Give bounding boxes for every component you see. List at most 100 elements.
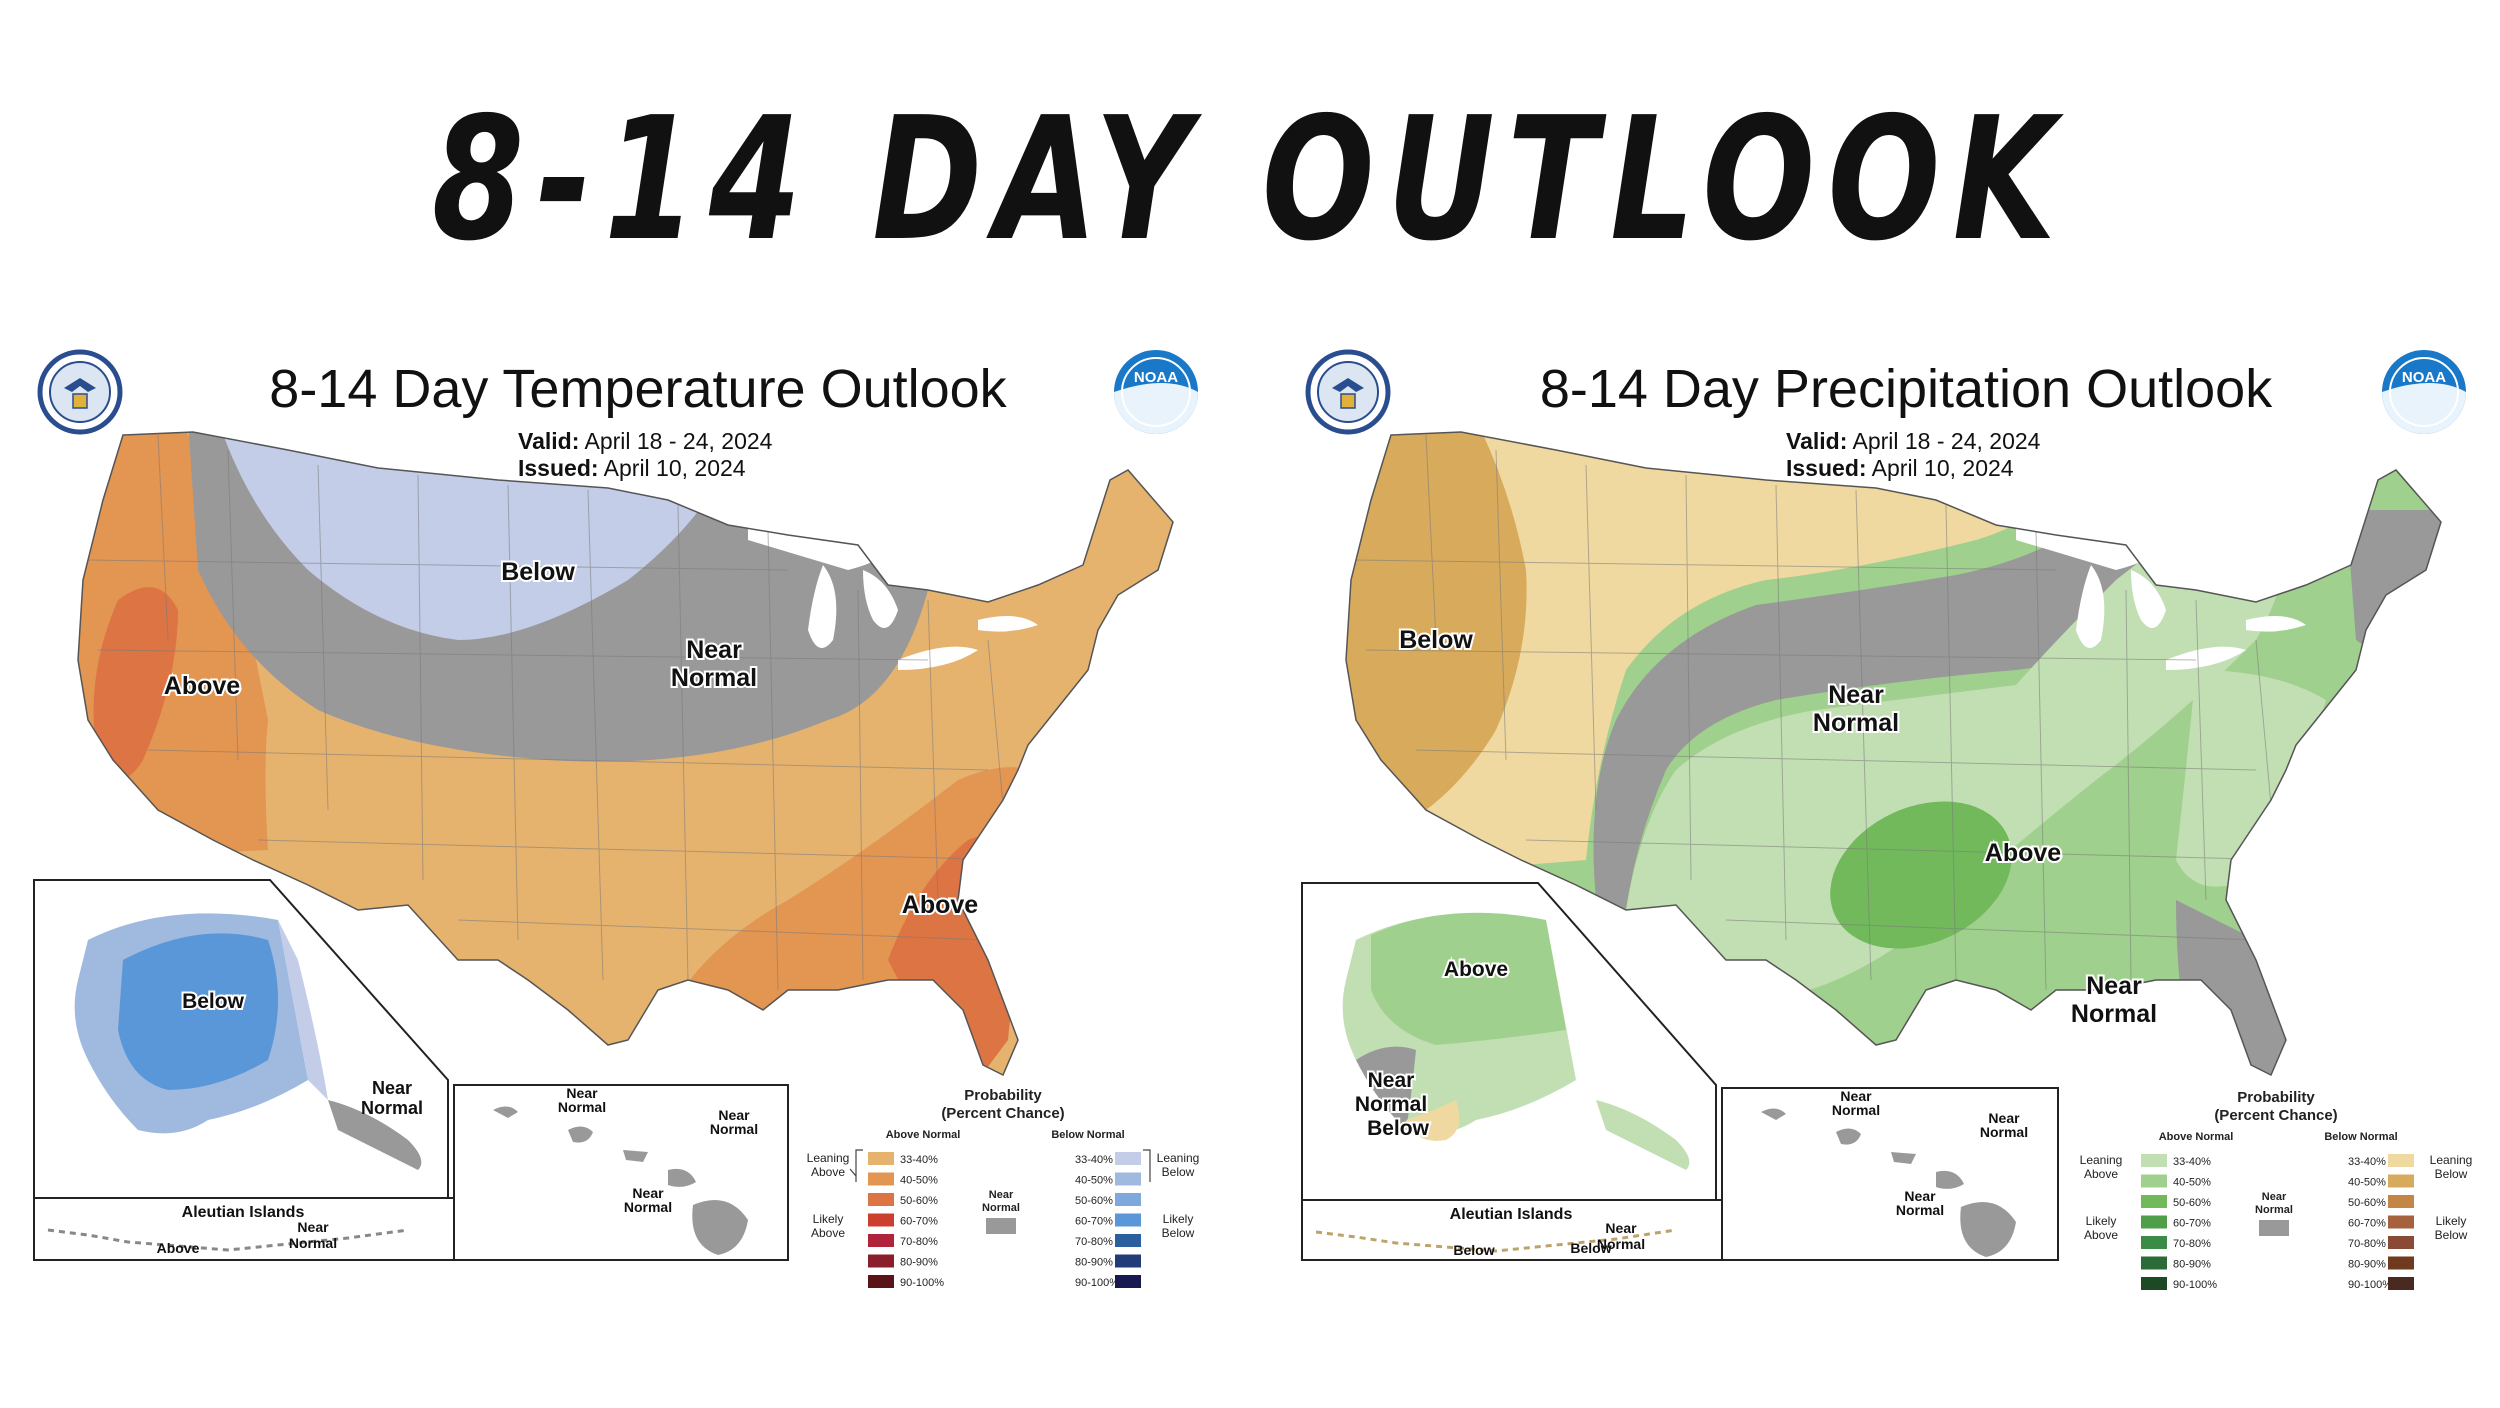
commerce-seal-icon [37,349,123,435]
legend-col-below: Below Normal [2324,1131,2397,1143]
legend-below-swatch [2388,1215,2414,1229]
region-label-near-line1: Near [686,636,742,664]
legend-near-2: Normal [982,1202,1020,1214]
region-label-above-west: Above [164,672,241,700]
legend-leaning-above-2: Above [2084,1167,2118,1181]
temperature-valid-value: April 18 - 24, 2024 [584,428,773,454]
legend-leaning-above-1: Leaning [807,1151,850,1165]
region-label-near-line1: Near [1828,681,1884,709]
legend-above-swatch [868,1152,894,1165]
aleutian-label-near-line2: Normal [289,1235,337,1251]
page-title: 8-14 DAY OUTLOOK [431,81,2069,279]
hawaii-inset: Near Normal Near Normal Near Normal [453,1084,789,1261]
legend-above-swatch [868,1172,894,1186]
legend-below-swatch [1115,1152,1141,1165]
legend-below-swatch [1115,1172,1141,1186]
hawaii-inset: Near Normal Near Normal Near Normal [1721,1087,2059,1261]
alaska-label-below: Below [1367,1117,1430,1140]
legend-above-range: 33-40% [900,1154,938,1166]
precipitation-issued-value: April 10, 2024 [1871,455,2014,481]
legend-below-range: 90-100% [2348,1279,2392,1291]
temperature-valid-dates: Valid: April 18 - 24, 2024 [518,428,772,455]
legend-leaning-below-1: Leaning [2430,1153,2473,1167]
legend-near-swatch [2259,1220,2289,1236]
hawaii-label-near-a-line2: Normal [1832,1102,1880,1118]
legend-above-range: 90-100% [2173,1279,2217,1291]
region-label-above-east: Above [902,891,979,919]
aleutian-label-above: Above [157,1240,200,1256]
legend-above-range: 80-90% [900,1257,938,1269]
region-label-below: Below [1399,626,1473,654]
legend-below-range: 70-80% [1075,1236,1113,1248]
legend-below-range: 90-100% [1075,1277,1119,1289]
alaska-label-near-line1: Near [1368,1069,1415,1092]
aleutian-label-near-line1: Near [1605,1220,1637,1236]
temperature-issued-value: April 10, 2024 [603,455,746,481]
legend-likely-above-1: Likely [2086,1214,2117,1228]
legend-below-swatch [2388,1174,2414,1188]
region-label-near-se-line2: Normal [2071,1000,2157,1028]
probability-legend: Probability (Percent Chance) Above Norma… [807,1087,1200,1289]
precipitation-valid-label: Valid: [1786,428,1848,454]
legend-likely-below-2: Below [1162,1226,1195,1240]
hawaii-label-near-b-line1: Near [1988,1110,2020,1126]
legend-likely-below-1: Likely [2436,1214,2467,1228]
legend-leaning-below-1: Leaning [1157,1151,1200,1165]
temperature-issued-date: Issued: April 10, 2024 [518,455,746,482]
aleutian-label-near-line2: Normal [1597,1236,1645,1252]
legend-above-range: 70-80% [2173,1238,2211,1250]
region-label-near-line2: Normal [1813,709,1899,737]
temperature-issued-label: Issued: [518,455,599,481]
legend-below-range: 60-70% [2348,1218,2386,1230]
legend-below-range: 50-60% [2348,1197,2386,1209]
legend-below-swatch [2388,1256,2414,1270]
legend-below-range: 40-50% [2348,1177,2386,1189]
alaska-label-below: Below [182,990,245,1013]
legend-col-above: Above Normal [2159,1131,2234,1143]
legend-below-range: 33-40% [2348,1156,2386,1168]
precipitation-outlook-panel: NOAA [1296,340,2500,1320]
legend-above-swatch [2141,1236,2167,1249]
hawaii-label-near-c-line1: Near [632,1185,664,1201]
aleutian-inset: Aleutian Islands Near Normal Below Below [1301,1199,1723,1261]
hawaii-label-near-a-line2: Normal [558,1099,606,1115]
legend-below-swatch [2388,1195,2414,1208]
legend-below-range: 60-70% [1075,1216,1113,1228]
hawaii-label-near-c-line2: Normal [1896,1202,1944,1218]
legend-above-range: 70-80% [900,1236,938,1248]
legend-title: Probability [964,1087,1042,1104]
legend-near-1: Near [2262,1191,2287,1203]
legend-near-2: Normal [2255,1204,2293,1216]
noaa-logo-icon: NOAA [2382,350,2466,434]
precipitation-issued-label: Issued: [1786,455,1867,481]
precipitation-valid-value: April 18 - 24, 2024 [1852,428,2041,454]
legend-above-range: 60-70% [2173,1218,2211,1230]
aleutian-label-below-b: Below [1570,1240,1611,1256]
legend-subtitle: (Percent Chance) [941,1105,1064,1122]
legend-above-swatch [868,1213,894,1227]
alaska-label-near-line2: Normal [1355,1093,1427,1116]
legend-below-swatch [1115,1275,1141,1288]
legend-leaning-above-2: Above [811,1165,845,1179]
temperature-outlook-panel: NOAA [28,340,1258,1320]
temperature-map: NOAA [33,349,1200,1289]
legend-above-range: 80-90% [2173,1259,2211,1271]
legend-leaning-above-1: Leaning [2080,1153,2123,1167]
alaska-inset: Below Near Normal [33,879,449,1261]
legend-near-1: Near [989,1189,1014,1201]
hawaii-label-near-a-line1: Near [1840,1088,1872,1104]
precipitation-valid-dates: Valid: April 18 - 24, 2024 [1786,428,2040,455]
legend-below-swatch [1115,1213,1141,1227]
legend-likely-below-1: Likely [1163,1212,1194,1226]
region-label-near-line2: Normal [671,664,757,692]
legend-above-range: 40-50% [2173,1177,2211,1189]
aleutian-title: Aleutian Islands [182,1204,305,1221]
legend-title: Probability [2237,1089,2315,1106]
aleutian-title: Aleutian Islands [1450,1206,1573,1223]
legend-above-range: 90-100% [900,1277,944,1289]
legend-leaning-below-2: Below [2435,1167,2468,1181]
legend-col-below: Below Normal [1051,1129,1124,1141]
region-label-above: Above [1985,839,2062,867]
aleutian-label-near-line1: Near [297,1219,329,1235]
alaska-inset: Above Near Normal Below [1301,882,1717,1261]
